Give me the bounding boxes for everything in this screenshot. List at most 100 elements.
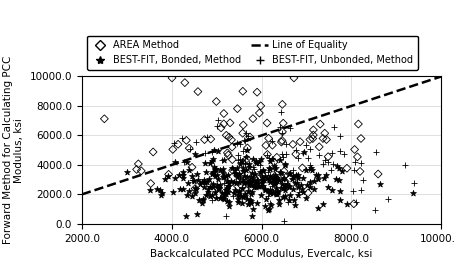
BEST-FIT, Bonded, Method	[224, 184, 232, 189]
BEST-FIT, Bonded, Method	[344, 201, 351, 206]
AREA Method	[278, 138, 286, 143]
BEST-FIT, Unbonded, Method	[294, 174, 301, 178]
BEST-FIT, Bonded, Method	[240, 166, 247, 170]
BEST-FIT, Unbonded, Method	[279, 152, 286, 156]
BEST-FIT, Unbonded, Method	[336, 134, 344, 138]
AREA Method	[262, 143, 269, 148]
BEST-FIT, Bonded, Method	[278, 186, 285, 190]
BEST-FIT, Bonded, Method	[224, 190, 232, 194]
BEST-FIT, Bonded, Method	[253, 179, 261, 184]
AREA Method	[270, 160, 278, 164]
BEST-FIT, Bonded, Method	[219, 167, 226, 172]
AREA Method	[201, 137, 208, 142]
BEST-FIT, Bonded, Method	[233, 171, 240, 176]
BEST-FIT, Unbonded, Method	[239, 149, 246, 153]
BEST-FIT, Bonded, Method	[323, 173, 330, 177]
BEST-FIT, Unbonded, Method	[283, 181, 291, 185]
BEST-FIT, Bonded, Method	[242, 168, 249, 172]
AREA Method	[225, 135, 233, 139]
BEST-FIT, Bonded, Method	[262, 197, 269, 201]
BEST-FIT, Bonded, Method	[210, 157, 217, 161]
BEST-FIT, Bonded, Method	[199, 197, 206, 201]
BEST-FIT, Bonded, Method	[154, 187, 161, 191]
BEST-FIT, Bonded, Method	[314, 177, 321, 182]
BEST-FIT, Bonded, Method	[268, 203, 275, 207]
BEST-FIT, Bonded, Method	[247, 181, 254, 186]
BEST-FIT, Bonded, Method	[259, 183, 266, 188]
BEST-FIT, Bonded, Method	[219, 195, 226, 199]
BEST-FIT, Bonded, Method	[186, 189, 193, 193]
BEST-FIT, Bonded, Method	[279, 186, 287, 190]
AREA Method	[271, 174, 278, 179]
BEST-FIT, Bonded, Method	[193, 172, 201, 176]
BEST-FIT, Unbonded, Method	[300, 151, 307, 155]
BEST-FIT, Unbonded, Method	[372, 150, 379, 154]
BEST-FIT, Bonded, Method	[279, 194, 287, 199]
BEST-FIT, Bonded, Method	[186, 168, 193, 173]
AREA Method	[225, 153, 232, 157]
BEST-FIT, Bonded, Method	[268, 156, 276, 161]
BEST-FIT, Bonded, Method	[224, 183, 232, 188]
BEST-FIT, Bonded, Method	[286, 193, 293, 197]
BEST-FIT, Unbonded, Method	[410, 181, 418, 185]
BEST-FIT, Bonded, Method	[241, 180, 248, 185]
BEST-FIT, Bonded, Method	[307, 185, 314, 189]
BEST-FIT, Bonded, Method	[267, 188, 274, 192]
AREA Method	[319, 136, 327, 141]
BEST-FIT, Bonded, Method	[266, 206, 273, 211]
AREA Method	[306, 137, 313, 142]
BEST-FIT, Bonded, Method	[219, 196, 227, 200]
BEST-FIT, Bonded, Method	[240, 169, 247, 173]
BEST-FIT, Bonded, Method	[335, 166, 342, 170]
BEST-FIT, Bonded, Method	[329, 188, 336, 192]
BEST-FIT, Bonded, Method	[197, 182, 204, 186]
AREA Method	[239, 89, 247, 93]
BEST-FIT, Unbonded, Method	[278, 110, 285, 114]
BEST-FIT, Bonded, Method	[271, 173, 278, 177]
AREA Method	[222, 133, 230, 138]
BEST-FIT, Bonded, Method	[253, 177, 260, 182]
AREA Method	[239, 131, 246, 135]
BEST-FIT, Bonded, Method	[192, 152, 199, 156]
BEST-FIT, Bonded, Method	[245, 162, 253, 166]
BEST-FIT, Bonded, Method	[303, 183, 310, 187]
BEST-FIT, Bonded, Method	[254, 201, 261, 206]
BEST-FIT, Bonded, Method	[299, 190, 306, 194]
BEST-FIT, Unbonded, Method	[352, 160, 359, 165]
BEST-FIT, Unbonded, Method	[357, 161, 364, 166]
BEST-FIT, Unbonded, Method	[296, 189, 303, 194]
BEST-FIT, Bonded, Method	[267, 180, 274, 184]
BEST-FIT, Unbonded, Method	[319, 162, 326, 166]
BEST-FIT, Bonded, Method	[203, 180, 211, 185]
BEST-FIT, Bonded, Method	[285, 185, 293, 189]
BEST-FIT, Bonded, Method	[222, 174, 229, 179]
BEST-FIT, Bonded, Method	[214, 183, 221, 188]
BEST-FIT, Unbonded, Method	[237, 157, 244, 162]
BEST-FIT, Bonded, Method	[179, 187, 186, 192]
BEST-FIT, Bonded, Method	[202, 170, 210, 174]
AREA Method	[240, 123, 247, 127]
BEST-FIT, Bonded, Method	[277, 158, 284, 163]
BEST-FIT, Bonded, Method	[172, 159, 179, 164]
BEST-FIT, Bonded, Method	[184, 181, 192, 185]
BEST-FIT, Unbonded, Method	[264, 194, 271, 198]
BEST-FIT, Bonded, Method	[221, 191, 228, 195]
AREA Method	[246, 135, 253, 139]
BEST-FIT, Bonded, Method	[248, 199, 255, 203]
BEST-FIT, Bonded, Method	[253, 185, 260, 189]
BEST-FIT, Bonded, Method	[273, 179, 281, 183]
BEST-FIT, Unbonded, Method	[202, 151, 209, 156]
BEST-FIT, Bonded, Method	[265, 178, 273, 182]
AREA Method	[299, 166, 306, 170]
AREA Method	[229, 187, 236, 191]
BEST-FIT, Bonded, Method	[376, 181, 383, 186]
BEST-FIT, Bonded, Method	[245, 183, 252, 188]
BEST-FIT, Bonded, Method	[210, 164, 217, 169]
BEST-FIT, Bonded, Method	[205, 177, 212, 181]
AREA Method	[357, 136, 364, 141]
BEST-FIT, Unbonded, Method	[358, 188, 365, 193]
BEST-FIT, Bonded, Method	[232, 181, 239, 185]
BEST-FIT, Unbonded, Method	[265, 156, 272, 160]
BEST-FIT, Unbonded, Method	[307, 162, 314, 167]
BEST-FIT, Bonded, Method	[266, 167, 273, 171]
